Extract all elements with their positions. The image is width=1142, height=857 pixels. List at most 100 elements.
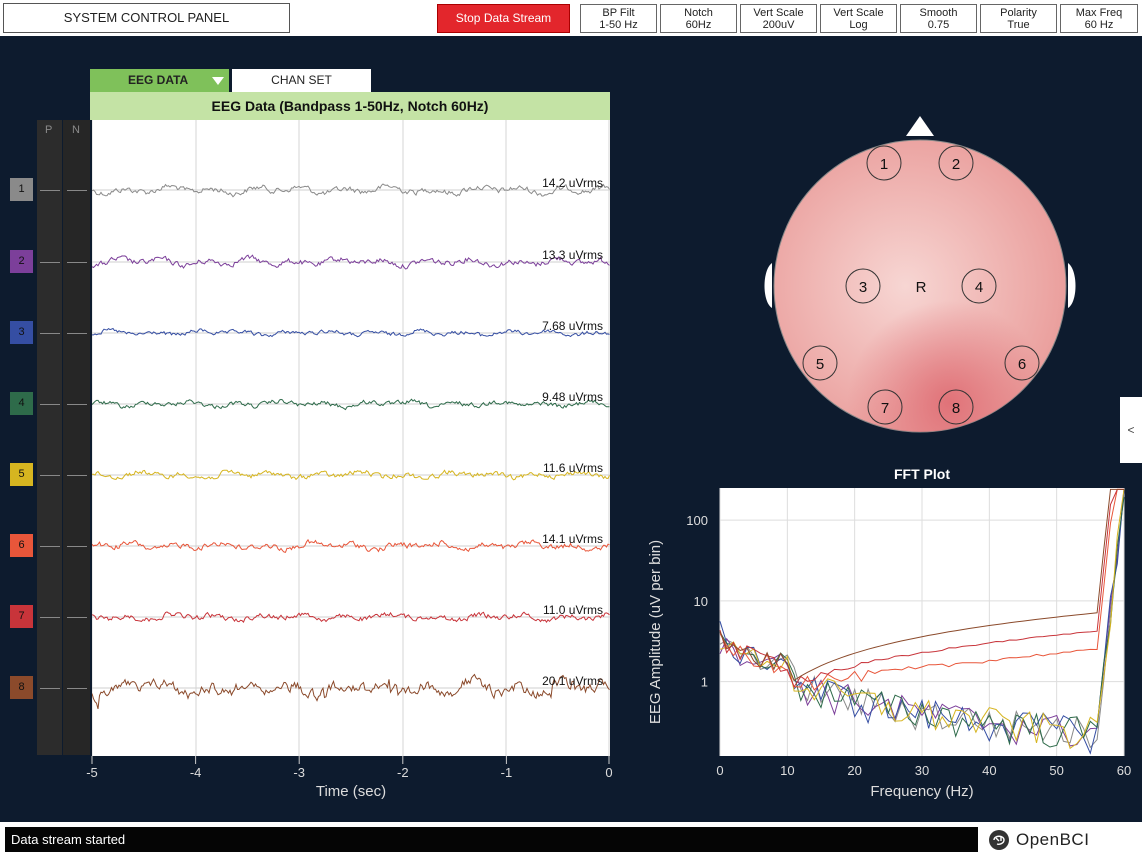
electrode-4: [961, 268, 997, 304]
eeg-trace-channel-2: [92, 254, 610, 270]
electrode-2: [938, 145, 974, 181]
channel-button-7[interactable]: 7: [10, 605, 33, 628]
channel-button-6[interactable]: 6: [10, 534, 33, 557]
stop-data-stream-button[interactable]: Stop Data Stream: [437, 4, 570, 33]
polarity-toggle-n-7[interactable]: [67, 617, 87, 618]
vert-scale-button[interactable]: Vert Scale 200uV: [740, 4, 817, 33]
fft-trace-channel-8: [719, 488, 1124, 682]
tab-chan-set[interactable]: CHAN SET: [232, 69, 371, 92]
fft-y-tick-label: 1: [701, 675, 708, 690]
polarity-toggle-n-5[interactable]: [67, 475, 87, 476]
polarity-toggle-n-6[interactable]: [67, 546, 87, 547]
electrode-label: 3: [859, 279, 867, 296]
channel-button-5[interactable]: 5: [10, 463, 33, 486]
channel-rms-label-8: 20.1 uVrms: [542, 674, 603, 688]
fft-trace-channel-3: [719, 489, 1125, 755]
electrode-label: 5: [816, 356, 824, 373]
channel-button-8[interactable]: 8: [10, 676, 33, 699]
fft-x-tick-label: 20: [847, 763, 861, 778]
fft-trace-channel-7: [719, 488, 1124, 688]
polarity-label: Polarity: [1000, 7, 1037, 19]
electrode-3: [845, 268, 881, 304]
time-axis-tick-label: -3: [293, 765, 305, 780]
channel-rms-label-2: 13.3 uVrms: [542, 248, 603, 262]
polarity-toggle-p-8[interactable]: [40, 688, 60, 689]
time-axis-tick-label: -1: [501, 765, 513, 780]
polarity-toggle-p-1[interactable]: [40, 190, 60, 191]
channel-button-2[interactable]: 2: [10, 250, 33, 273]
channel-rms-label-7: 11.0 uVrms: [543, 603, 603, 617]
fft-vert-scale-label: Vert Scale: [833, 7, 884, 19]
electrode-label: 1: [880, 156, 888, 173]
head-plot: 1 2 3 4 5 6 7 8 R: [764, 116, 1076, 433]
fft-trace-channel-1: [719, 489, 1125, 749]
vert-scale-label: Vert Scale: [753, 7, 804, 19]
reference-label: R: [916, 279, 927, 296]
smooth-button[interactable]: Smooth 0.75: [900, 4, 977, 33]
status-bar: Data stream started OpenBCI: [0, 822, 1142, 857]
electrode-label: 6: [1018, 356, 1026, 373]
head-heatmap: [774, 140, 1066, 432]
smooth-value: 0.75: [927, 19, 950, 31]
fft-vert-scale-button[interactable]: Vert Scale Log: [820, 4, 897, 33]
polarity-toggle-n-3[interactable]: [67, 333, 87, 334]
system-control-panel-button[interactable]: SYSTEM CONTROL PANEL: [3, 3, 290, 33]
polarity-toggle-p-2[interactable]: [40, 262, 60, 263]
max-freq-button[interactable]: Max Freq 60 Hz: [1060, 4, 1138, 33]
top-toolbar: SYSTEM CONTROL PANEL Stop Data Stream BP…: [0, 0, 1142, 36]
polarity-toggle-n-4[interactable]: [67, 404, 87, 405]
fft-x-axis-label: Frequency (Hz): [870, 783, 973, 800]
eeg-panel-title: EEG Data (Bandpass 1-50Hz, Notch 60Hz): [90, 92, 610, 120]
notch-label: Notch: [684, 7, 713, 19]
eeg-timeseries-plot: 14.2 uVrms 13.3 uVrms 7.68 uVrms 9.48 uVrms…: [92, 120, 610, 756]
max-freq-label: Max Freq: [1075, 7, 1123, 19]
electrode-label: 7: [881, 400, 889, 417]
openbci-logo: OpenBCI: [988, 828, 1089, 852]
fft-x-tick-label: 0: [716, 763, 723, 778]
fft-vert-scale-value: Log: [849, 19, 868, 31]
tab-eeg-data[interactable]: EEG DATA: [90, 69, 229, 92]
fft-x-tick-label: 30: [915, 763, 929, 778]
p-column-label: P: [45, 124, 53, 136]
channel-button-3[interactable]: 3: [10, 321, 33, 344]
fft-x-tick-label: 10: [780, 763, 794, 778]
eeg-trace-channel-5: [92, 469, 610, 481]
channel-button-1[interactable]: 1: [10, 178, 33, 201]
bp-filter-label: BP Filt: [602, 7, 635, 19]
polarity-toggle-p-4[interactable]: [40, 404, 60, 405]
eeg-trace-channel-6: [92, 538, 610, 553]
bp-filter-button[interactable]: BP Filt 1-50 Hz: [580, 4, 657, 33]
polarity-toggle-n-8[interactable]: [67, 688, 87, 689]
eeg-time-axis: -5 -4 -3 -2 -1 0 Time (sec): [86, 756, 613, 800]
notch-button[interactable]: Notch 60Hz: [660, 4, 737, 33]
fft-y-tick-label: 100: [686, 513, 708, 528]
vert-scale-value: 200uV: [762, 19, 795, 31]
polarity-button[interactable]: Polarity True: [980, 4, 1057, 33]
notch-value: 60Hz: [685, 19, 712, 31]
channel-rms-label-5: 11.6 uVrms: [543, 461, 603, 475]
electrode-label: 8: [952, 400, 960, 417]
eeg-trace-channel-1: [92, 183, 610, 198]
channel-rms-label-3: 7.68 uVrms: [542, 319, 603, 333]
polarity-toggle-p-7[interactable]: [40, 617, 60, 618]
eeg-trace-channel-3: [92, 327, 610, 338]
polarity-toggle-p-3[interactable]: [40, 333, 60, 334]
polarity-toggle-n-2[interactable]: [67, 262, 87, 263]
bp-filter-value: 1-50 Hz: [599, 19, 638, 31]
polarity-p-column: [37, 120, 62, 755]
dropdown-arrow-icon: [212, 77, 224, 85]
eeg-trace-channel-7: [92, 611, 610, 623]
nose: [906, 116, 934, 136]
polarity-toggle-p-6[interactable]: [40, 546, 60, 547]
fft-x-tick-label: 40: [982, 763, 996, 778]
n-column-label: N: [72, 124, 80, 136]
collapse-side-tab[interactable]: <: [1120, 397, 1142, 463]
channel-rms-label-1: 14.2 uVrms: [542, 176, 603, 190]
fft-y-tick-label: 10: [694, 594, 708, 609]
polarity-toggle-n-1[interactable]: [67, 190, 87, 191]
channel-button-4[interactable]: 4: [10, 392, 33, 415]
fft-x-tick-label: 50: [1049, 763, 1063, 778]
electrode-label: 4: [975, 279, 983, 296]
polarity-toggle-p-5[interactable]: [40, 475, 60, 476]
fft-plot: 0 10 20 30 40 50 60 100 10 1 Frequency (Hz) EEG Amp…: [647, 488, 1131, 800]
